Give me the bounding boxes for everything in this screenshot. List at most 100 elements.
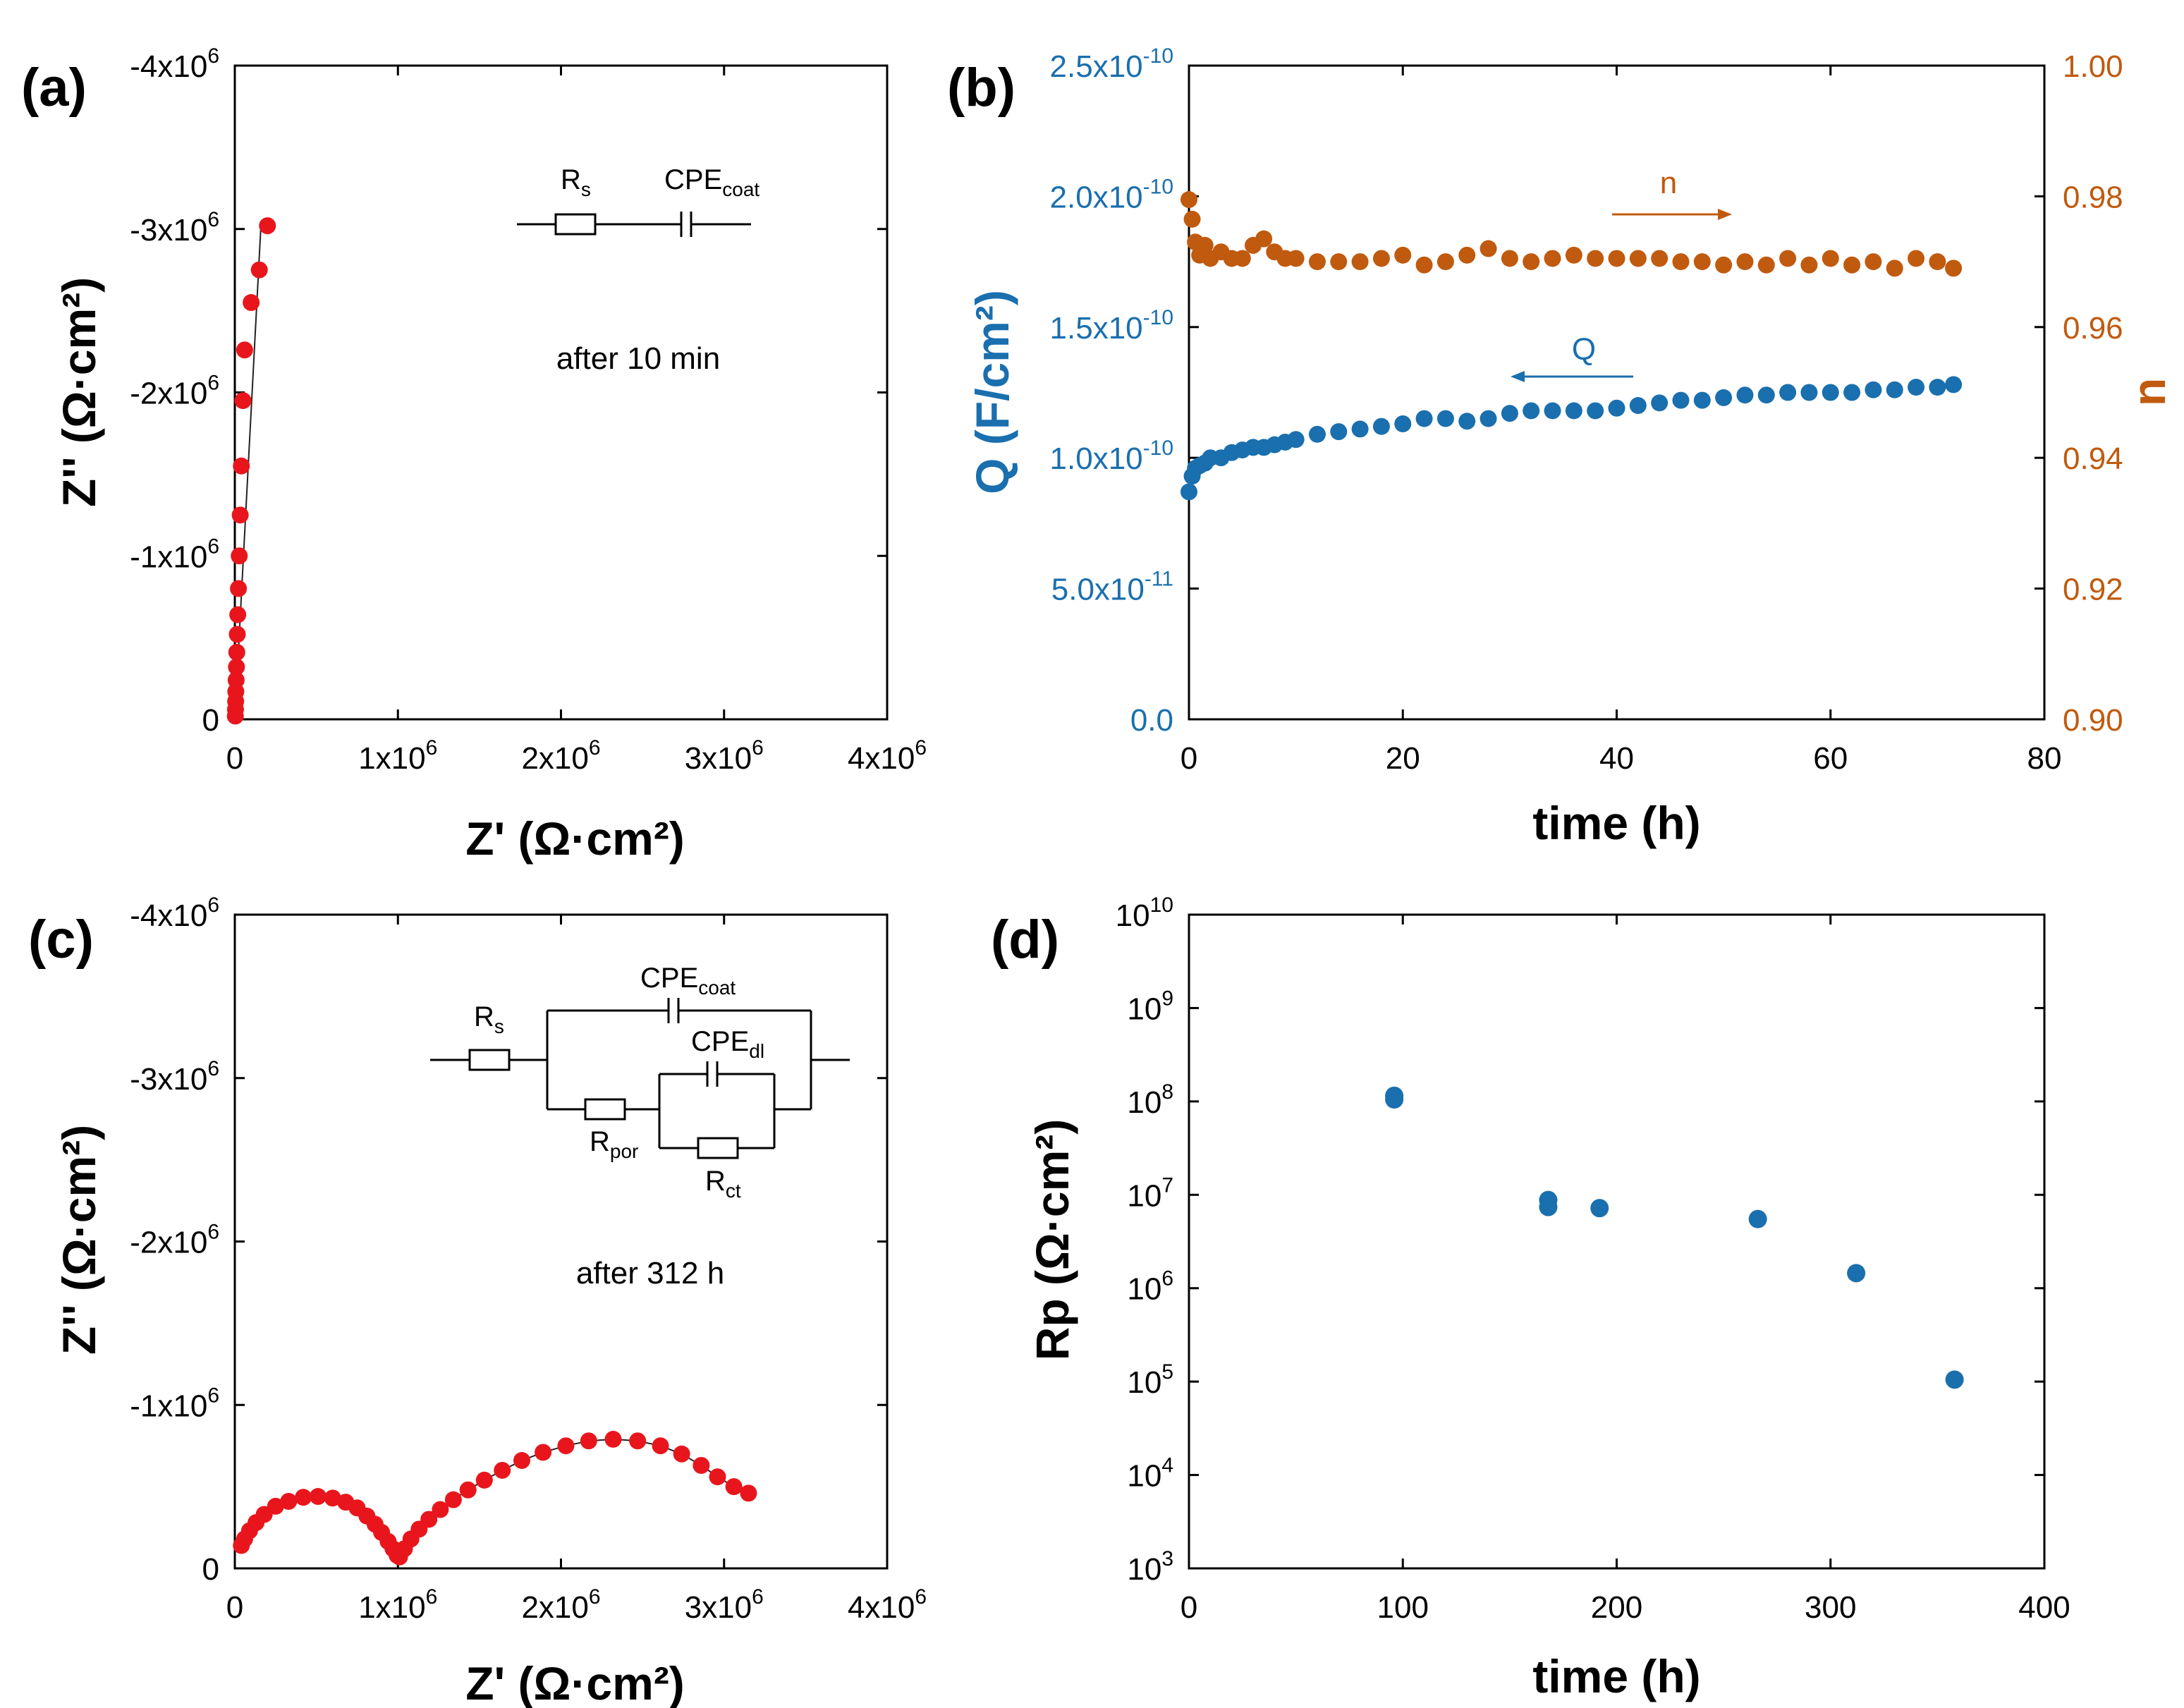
circuit-label-cpecoat-main: CPE: [640, 963, 698, 994]
y-tick-label-d-exponent: 5: [1161, 1360, 1173, 1384]
data-point-c: [693, 1456, 710, 1474]
data-point-c: [580, 1432, 597, 1450]
data-point-c: [709, 1468, 726, 1486]
circuit-label-rs-sub: s: [494, 1015, 504, 1037]
n-point: [1394, 246, 1412, 264]
data-point-a: [228, 626, 246, 643]
circuit-label-cpedl: CPEdl: [691, 1026, 764, 1062]
y-tick-label-a-mantissa: -3x10: [130, 213, 207, 248]
q-point: [1608, 399, 1625, 417]
x-axis-label-a: Z' (Ω·cm²): [465, 812, 685, 865]
q-point: [1736, 386, 1754, 404]
circuit-label-cpecoat: CPEcoat: [664, 164, 759, 200]
circuit-label-rs: Rs: [474, 1001, 504, 1037]
y-left-tick-label-b-mantissa: 1.5x10: [1050, 311, 1143, 346]
y-left-tick-label-b-exponent: -10: [1143, 175, 1173, 198]
x-tick-label-a-exponent: 6: [589, 736, 601, 760]
y-axis-label-d: Rp (Ω·cm²): [1026, 1119, 1078, 1361]
y-left-tick-label-b-mantissa: 2.0x10: [1050, 180, 1143, 214]
q-point: [1372, 417, 1390, 435]
plot-frame-d: [1188, 913, 2046, 1570]
y-tick-label-c-mantissa: -4x10: [130, 898, 207, 933]
circuit-label-cpecoat-sub: coat: [698, 977, 736, 999]
y-tick-label-c-mantissa: -1x10: [130, 1389, 207, 1423]
q-point: [1865, 381, 1882, 398]
x-tick-label-a-mantissa: 2x10: [521, 741, 588, 776]
y-left-tick-label-b-mantissa: 1.0x10: [1050, 441, 1143, 476]
data-point-c: [629, 1432, 647, 1450]
y-left-tick-label-b-mantissa: 2.5x10: [1050, 49, 1143, 84]
data-point-c: [267, 1497, 284, 1515]
x-axis-label-c: Z' (Ω·cm²): [465, 1657, 685, 1708]
n-point: [1693, 253, 1711, 271]
data-point-c: [459, 1481, 477, 1499]
q-point: [1757, 386, 1775, 404]
n-point: [1233, 250, 1251, 267]
y-left-tick-label-b: 1.0x10-10: [1050, 437, 1173, 476]
x-tick-label-c: 3x106: [685, 1585, 764, 1625]
y-tick-label-c-exponent: 6: [207, 1057, 219, 1080]
x-tick-label-a: 2x106: [521, 736, 600, 776]
annotation-c: after 312 h: [576, 1256, 724, 1291]
q-point: [1651, 394, 1668, 412]
q-point: [1394, 415, 1412, 432]
q-point: [1565, 402, 1582, 420]
resistor-rs: [554, 213, 597, 236]
x-tick-label-a-mantissa: 4x10: [848, 741, 915, 776]
y-left-axis-label-b: Q (F/cm²): [966, 290, 1018, 494]
y-tick-label-a: -4x106: [130, 44, 219, 84]
y-tick-label-c: -2x106: [130, 1221, 219, 1260]
n-point: [1822, 250, 1839, 267]
y-tick-label-a-mantissa: -1x10: [130, 539, 207, 574]
x-tick-label-a: 3x106: [685, 736, 764, 776]
data-point-a: [229, 606, 247, 623]
panel-d: 0 100 200 300 4001031041051061071081091010(d…: [991, 893, 2070, 1702]
n-point: [1287, 250, 1305, 267]
data-point-c: [535, 1444, 552, 1461]
y-right-tick-label-b: 0.90: [2063, 703, 2123, 738]
y-tick-label-d-exponent: 6: [1161, 1267, 1173, 1291]
q-point: [1822, 384, 1839, 401]
y-tick-label-d-mantissa: 10: [1127, 1459, 1161, 1494]
x-tick-label-a: 4x106: [848, 736, 927, 776]
q-point: [1587, 402, 1604, 420]
circuit-label-cpe-main: CPE: [664, 164, 722, 195]
x-tick-label-d: 400: [2018, 1590, 2070, 1625]
n-point: [1779, 250, 1797, 267]
y-tick-label-d: 108: [1127, 1080, 1173, 1120]
q-point: [1693, 391, 1711, 409]
data-point-c: [673, 1445, 690, 1463]
x-tick-label-b: 80: [2027, 741, 2062, 776]
panel-c: 0 1x106 2x106 3x106 4x1060-1x106-2x106-3x106…: [28, 893, 927, 1708]
y-right-axis-label-b: n: [2123, 378, 2175, 406]
x-tick-label-c: 4x106: [848, 1585, 927, 1625]
data-point-c: [444, 1491, 462, 1508]
n-point: [1843, 256, 1861, 274]
y-tick-label-c: -1x106: [130, 1384, 219, 1423]
y-tick-label-d-exponent: 9: [1161, 987, 1173, 1010]
y-axis-label-c: Z'' (Ω·cm²): [53, 1125, 105, 1355]
n-point: [1255, 230, 1273, 248]
n-point: [1757, 256, 1775, 274]
n-point: [1886, 260, 1903, 277]
q-point: [1308, 425, 1326, 443]
panel-label-a: (a): [21, 58, 87, 118]
y-tick-label-c-mantissa: -2x10: [130, 1226, 207, 1260]
n-point: [1908, 250, 1925, 267]
circuit-label-cpe-sub: coat: [722, 178, 759, 200]
x-tick-label-b: 60: [1813, 741, 1848, 776]
x-tick-label-a-exponent: 6: [426, 736, 438, 760]
y-right-tick-label-b: 0.98: [2063, 180, 2123, 214]
x-tick-label-c-mantissa: 1x10: [358, 1590, 425, 1625]
x-tick-label-c-mantissa: 3x10: [685, 1590, 752, 1625]
x-tick-label-d: 300: [1805, 1590, 1856, 1625]
x-axis-label-d: time (h): [1532, 1650, 1700, 1702]
x-tick-label-c: 1x106: [358, 1585, 437, 1625]
x-tick-label-b: 20: [1386, 741, 1420, 776]
q-point: [1908, 379, 1925, 396]
y-tick-label-d-mantissa: 10: [1127, 1272, 1161, 1307]
panel-label-c: (c): [28, 910, 94, 970]
rp-point: [1385, 1090, 1404, 1109]
circuit-label-rs-sub: s: [581, 178, 591, 200]
panel-a: 0 1x106 2x106 3x106 4x1060-1x106-2x106-3x106…: [21, 44, 927, 865]
